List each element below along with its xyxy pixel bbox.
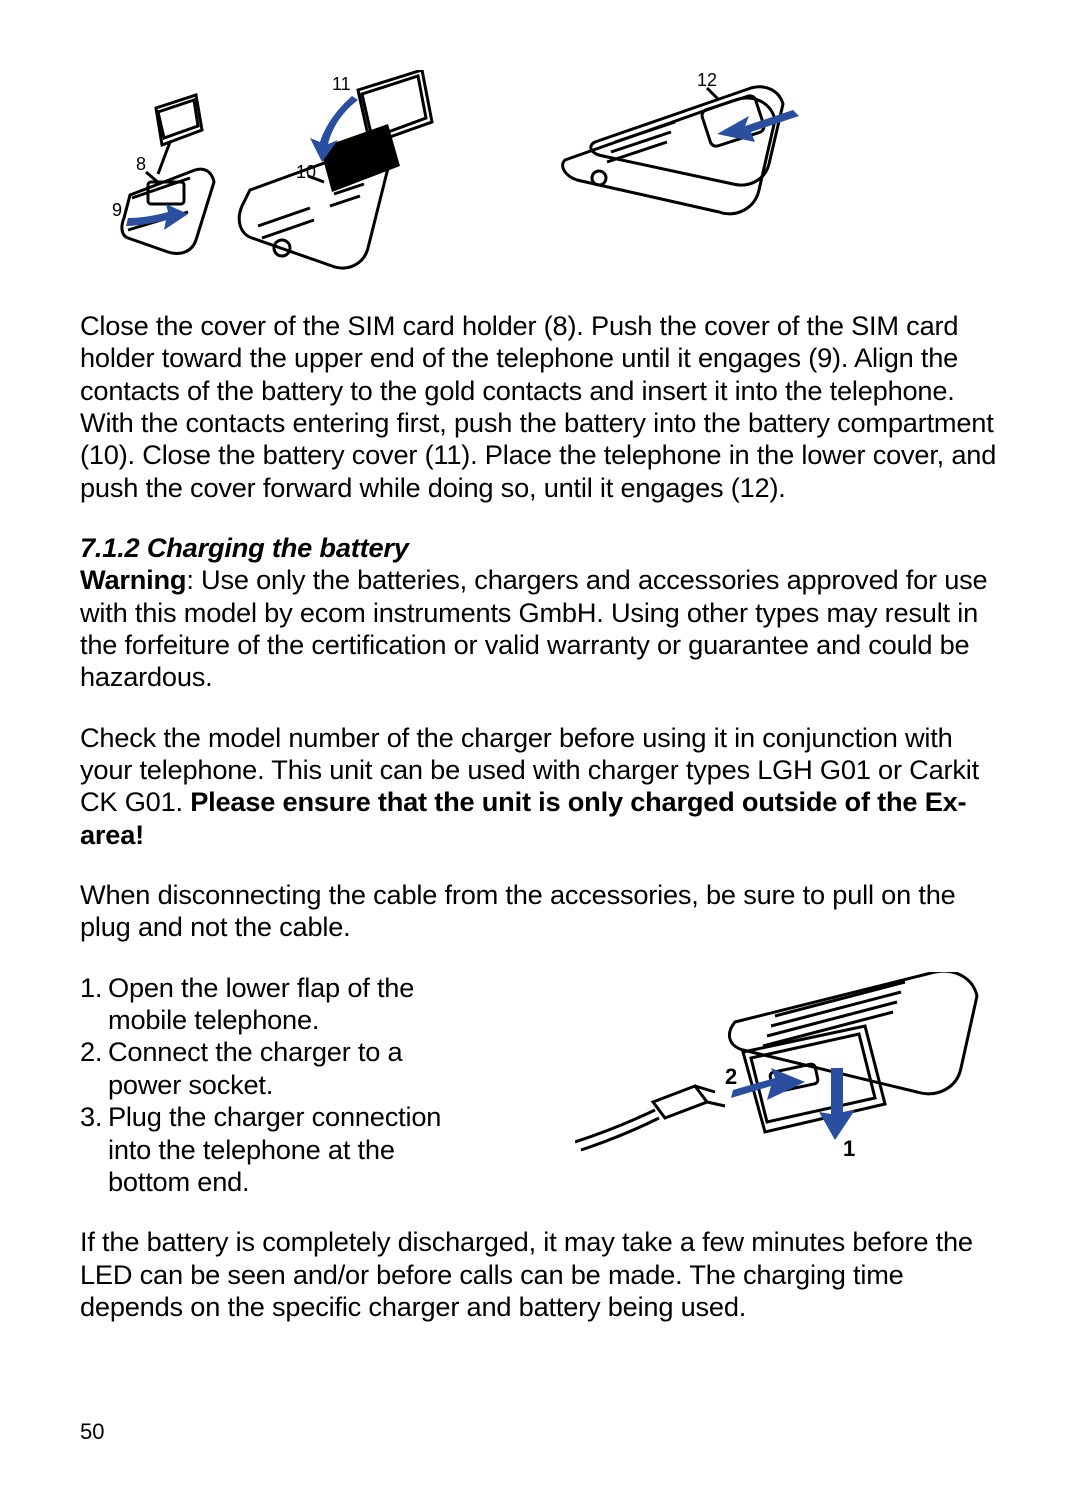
figure-label-9: 9 — [112, 200, 122, 220]
arrow-9 — [126, 204, 188, 230]
figure-label-8: 8 — [136, 154, 146, 174]
list-item: 1. Open the lower flap of the mobile tel… — [80, 972, 470, 1037]
warning-label: Warning — [80, 564, 186, 595]
figure-label-1: 1 — [843, 1136, 855, 1161]
figure-charging: 2 1 — [570, 972, 1000, 1199]
close-cover-paragraph: Close the cover of the SIM card holder (… — [80, 310, 1000, 504]
section-heading-7-1-2: 7.1.2 Charging the battery — [80, 532, 1000, 564]
figure-row-top: 8 9 — [80, 70, 1000, 290]
charging-steps-list: 1. Open the lower flap of the mobile tel… — [80, 972, 470, 1199]
figure-label-11: 11 — [332, 74, 351, 94]
charger-check-bold: Please ensure that the unit is only char… — [80, 786, 966, 849]
arrow-charge-2 — [731, 1068, 805, 1100]
step-3-text: Plug the charger connection into the tel… — [108, 1101, 470, 1198]
discharged-paragraph: If the battery is completely discharged,… — [80, 1226, 1000, 1323]
charger-check-paragraph: Check the model number of the charger be… — [80, 722, 1000, 851]
list-item: 3. Plug the charger connection into the … — [80, 1101, 470, 1198]
arrow-12 — [717, 110, 799, 142]
list-number: 1. — [80, 972, 108, 1037]
figure-label-12: 12 — [697, 70, 717, 90]
warning-paragraph: Warning: Use only the batteries, charger… — [80, 564, 1000, 693]
list-item: 2. Connect the charger to a power socket… — [80, 1036, 470, 1101]
battery-shape — [320, 124, 400, 192]
page-number: 50 — [80, 1419, 104, 1445]
disconnect-paragraph: When disconnecting the cable from the ac… — [80, 879, 1000, 944]
warning-text: : Use only the batteries, chargers and a… — [80, 564, 987, 692]
step-1-text: Open the lower flap of the mobile teleph… — [108, 972, 470, 1037]
list-number: 2. — [80, 1036, 108, 1101]
manual-page: 8 9 — [0, 0, 1080, 1485]
list-number: 3. — [80, 1101, 108, 1198]
figure-label-2: 2 — [725, 1064, 737, 1089]
steps-and-figure: 1. Open the lower flap of the mobile tel… — [80, 972, 1000, 1199]
figure-12: 12 — [555, 70, 855, 290]
figure-8-11: 8 9 — [110, 70, 435, 290]
step-2-text: Connect the charger to a power socket. — [108, 1036, 470, 1101]
